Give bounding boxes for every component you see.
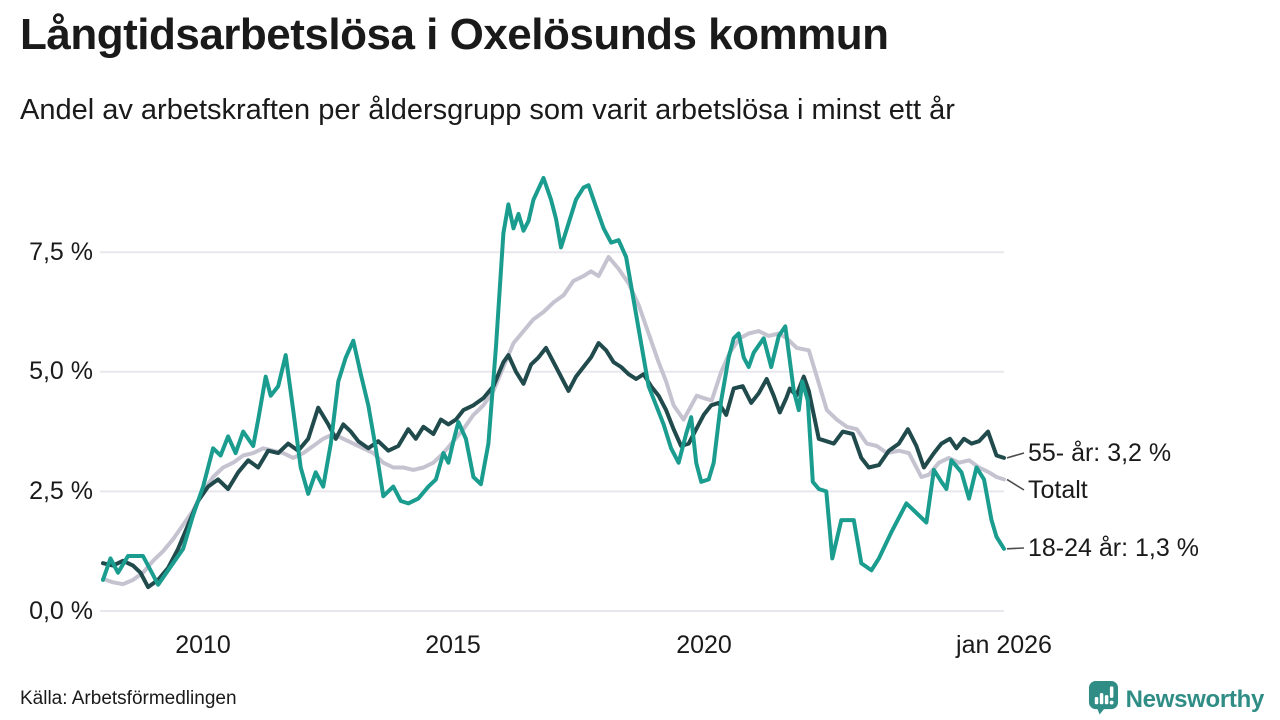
newsworthy-logo-icon [1088, 680, 1119, 720]
source-attribution: Källa: Arbetsförmedlingen [20, 688, 237, 709]
label-connector-Totalt [1006, 478, 1025, 491]
newsworthy-logo-text: Newsworthy [1125, 686, 1265, 713]
y-axis-tick-label-7-5: 7,5 % [29, 238, 93, 266]
newsworthy-logo[interactable]: Newsworthy [1088, 680, 1264, 720]
series-line-18-24 år [101, 176, 1006, 587]
y-axis-tick-label-0-0: 0,0 % [29, 597, 93, 625]
page-subtitle: Andel av arbetskraften per åldersgrupp s… [20, 94, 955, 126]
x-axis-tick-label-jan-2026: jan 2026 [956, 631, 1052, 659]
series-end-label-totalt: Totalt [1028, 476, 1088, 504]
y-axis-tick-label-2-5: 2,5 % [29, 477, 93, 505]
series-line-Totalt [101, 255, 1006, 587]
page-title: Långtidsarbetslösa i Oxelösunds kommun [20, 10, 889, 59]
x-axis-tick-label-2020: 2020 [676, 631, 732, 659]
y-axis-tick-label-5-0: 5,0 % [29, 357, 93, 385]
label-connector-55- år [1006, 452, 1025, 459]
series-end-label-55-ar: 55- år: 3,2 % [1028, 439, 1172, 467]
x-axis-tick-label-2010: 2010 [175, 631, 231, 659]
x-axis-tick-label-2015: 2015 [425, 631, 481, 659]
series-end-label-18-24-ar: 18-24 år: 1,3 % [1028, 534, 1199, 562]
label-connector-18-24 år [1006, 547, 1025, 550]
series-line-55- år [101, 341, 1006, 590]
